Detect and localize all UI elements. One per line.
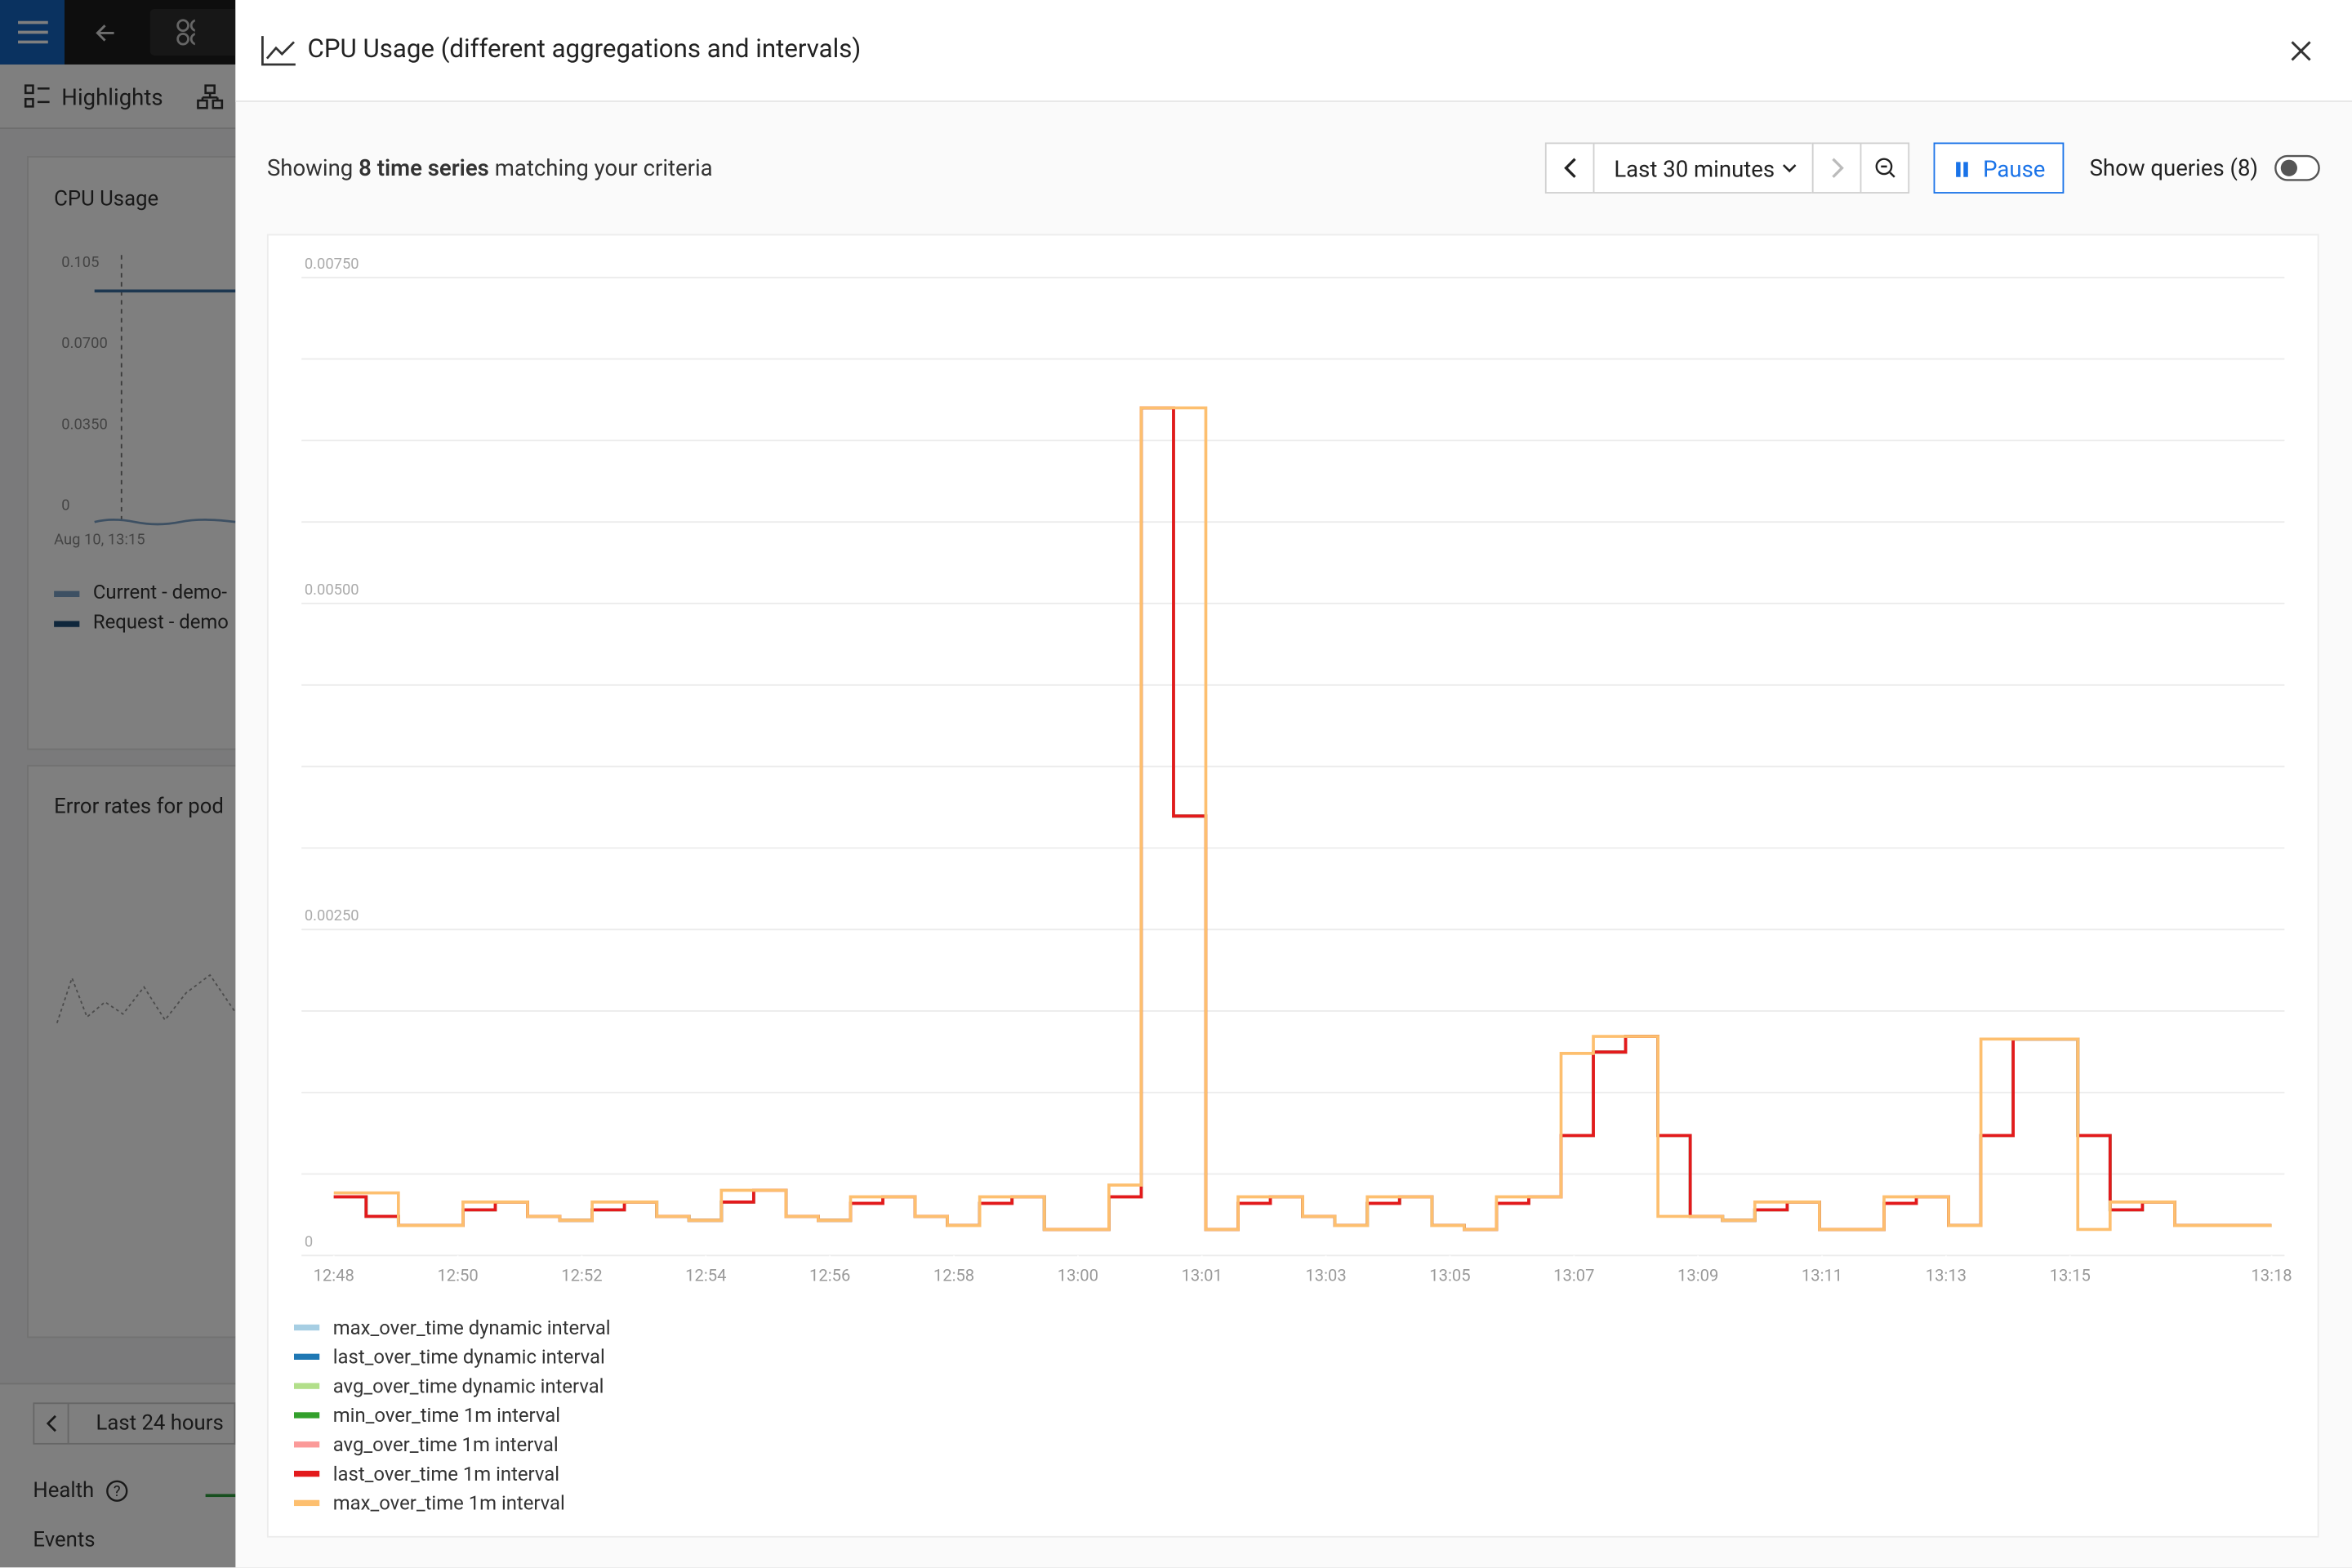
y-tick-label: 0.00750 bbox=[305, 256, 359, 273]
legend-label: last_over_time 1m interval bbox=[333, 1463, 559, 1486]
summary-text: Showing bbox=[266, 154, 354, 182]
legend-swatch bbox=[294, 1324, 320, 1331]
legend-label: min_over_time 1m interval bbox=[333, 1404, 560, 1427]
x-tick-label: 12:52 bbox=[561, 1266, 602, 1285]
chart: 0 0.00250 0.00500 0.00750 12:48 12:50 12:52 12:… bbox=[294, 256, 2292, 1515]
x-tick-label: 13:07 bbox=[1553, 1266, 1594, 1285]
series-line bbox=[333, 406, 2272, 1232]
summary: Showing 8 time series matching your crit… bbox=[267, 154, 713, 181]
x-tick-label: 12:58 bbox=[933, 1266, 974, 1285]
x-tick-label: 12:48 bbox=[314, 1266, 354, 1285]
x-tick-label: 13:00 bbox=[1058, 1266, 1098, 1285]
modal: CPU Usage (different aggregations and in… bbox=[235, 0, 2352, 1568]
legend-swatch bbox=[294, 1499, 320, 1507]
chevron bbox=[1564, 158, 1576, 178]
legend-label: avg_over_time 1m interval bbox=[333, 1433, 559, 1456]
y-tick-label: 0.00250 bbox=[305, 907, 359, 924]
time-picker-label: Last 30 minutes bbox=[1614, 156, 1775, 184]
toggle[interactable] bbox=[2274, 153, 2322, 183]
pause-button[interactable]: Pause bbox=[1933, 142, 2065, 194]
x-tick-label: 13:09 bbox=[1677, 1266, 1718, 1285]
legend-label: max_over_time 1m interval bbox=[333, 1492, 565, 1515]
show-queries-label: Show queries (8) bbox=[2089, 154, 2259, 182]
chart-icon bbox=[261, 36, 296, 66]
chevron bbox=[1832, 158, 1844, 178]
x-tick-label: 13:05 bbox=[1429, 1266, 1470, 1285]
pause-icon bbox=[1956, 162, 1968, 177]
next-range-button bbox=[1811, 142, 1862, 194]
x-tick-label: 13:15 bbox=[2050, 1266, 2091, 1285]
legend-swatch bbox=[294, 1383, 320, 1389]
y-tick-label: 0 bbox=[305, 1233, 313, 1250]
x-tick-label: 12:54 bbox=[685, 1266, 726, 1285]
zoom-button[interactable] bbox=[1860, 142, 1910, 194]
modal-header: CPU Usage (different aggregations and in… bbox=[235, 0, 2352, 102]
summary-text: matching your criteria bbox=[494, 154, 713, 182]
dropdown-icon bbox=[1782, 164, 1797, 173]
x-tick-label: 13:03 bbox=[1305, 1266, 1346, 1285]
close-button[interactable] bbox=[2289, 39, 2313, 63]
legend-swatch bbox=[294, 1353, 320, 1360]
time-picker[interactable]: Last 30 minutes bbox=[1592, 142, 1814, 194]
x-tick-label: 13:11 bbox=[1802, 1266, 1842, 1285]
x-tick-label: 13:01 bbox=[1182, 1266, 1223, 1285]
modal-title: CPU Usage (different aggregations and in… bbox=[307, 34, 862, 65]
chart-panel: 0 0.00250 0.00500 0.00750 12:48 12:50 12:52 12:… bbox=[266, 234, 2319, 1538]
zoom-icon bbox=[1875, 158, 1895, 178]
legend-swatch bbox=[294, 1470, 320, 1477]
legend-swatch bbox=[294, 1441, 320, 1448]
x-tick-label: 12:56 bbox=[809, 1266, 850, 1285]
pause-label: Pause bbox=[1983, 156, 2046, 184]
x-tick-label: 13:13 bbox=[1926, 1266, 1967, 1285]
legend-swatch bbox=[294, 1412, 320, 1419]
legend-label: last_over_time dynamic interval bbox=[333, 1346, 605, 1369]
summary-count: 8 time series bbox=[359, 154, 489, 182]
legend-label: avg_over_time dynamic interval bbox=[333, 1374, 604, 1397]
x-tick-label: 12:50 bbox=[437, 1266, 478, 1285]
prev-range-button[interactable] bbox=[1544, 142, 1595, 194]
legend-label: max_over_time dynamic interval bbox=[333, 1316, 611, 1339]
y-tick-label: 0.00500 bbox=[305, 581, 359, 599]
x-tick-label: 13:18 bbox=[2251, 1266, 2292, 1285]
